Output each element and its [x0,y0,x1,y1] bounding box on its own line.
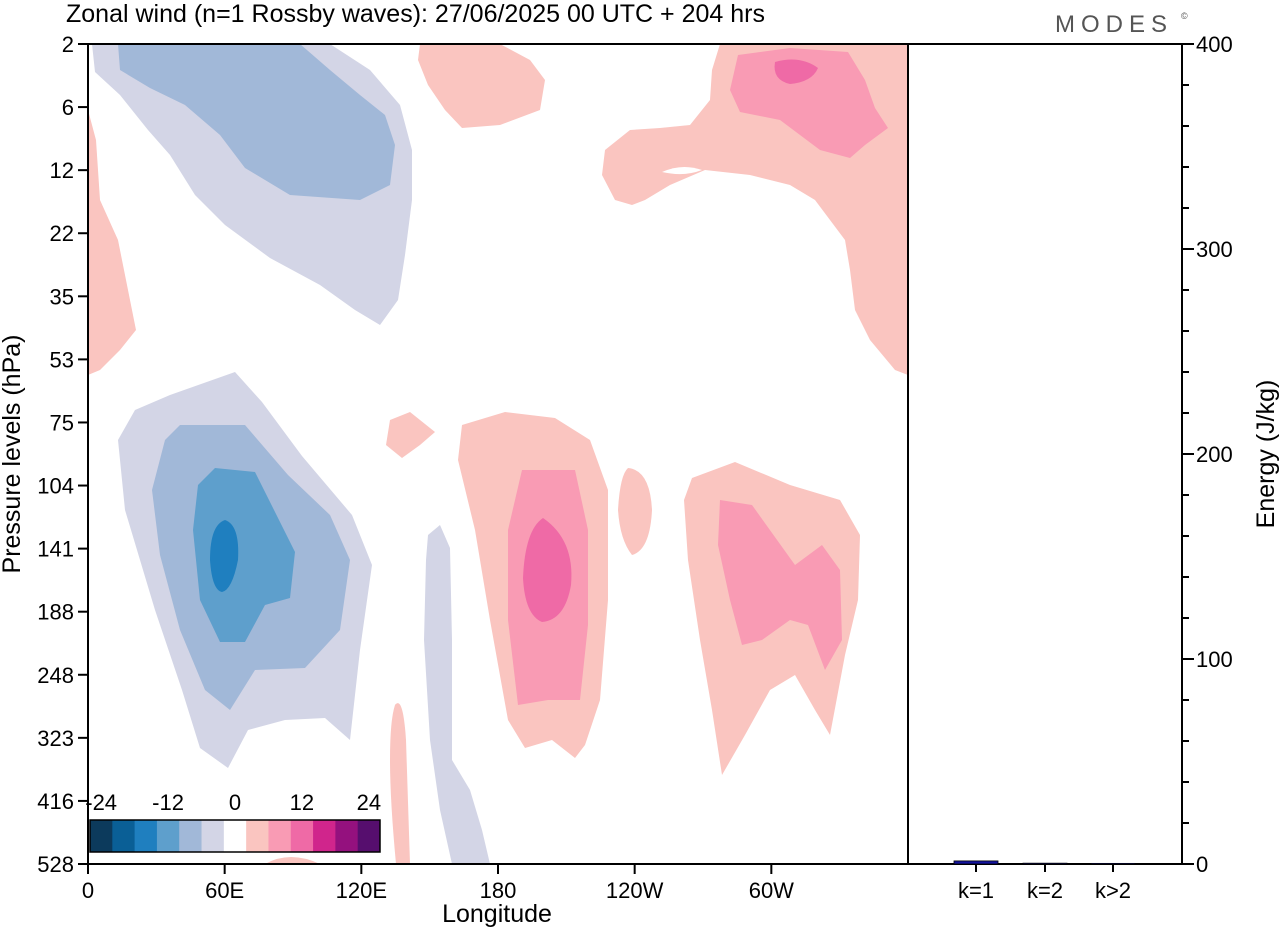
colorbar-label: 12 [290,790,314,815]
y-tick-label: 75 [50,410,74,435]
contour-pos-upper-mid [418,44,545,128]
colorbar-label: 24 [357,790,381,815]
y-tick-label: 6 [62,95,74,120]
contour-pos-left-edge [88,110,136,375]
contour-pos-filament [390,703,410,864]
brand-mark: © [1181,11,1188,21]
contour-pos-upper-2 [730,48,888,158]
contour-pos-upper-3 [774,59,818,84]
colorbar-swatch [290,820,314,852]
colorbar-swatch [268,820,292,852]
energy-tick-label: 100 [1196,647,1233,672]
x-tick-label: 120E [336,878,387,903]
y-tick-label: 416 [37,789,74,814]
colorbar-swatch [156,820,180,852]
energy-tick-label: 0 [1196,852,1208,877]
colorbar-swatch [90,820,113,852]
energy-category-label: k>2 [1095,878,1131,903]
colorbar-frame [89,819,381,853]
colorbar-swatch [179,820,203,852]
y-axis: 2 6 12 22 35 53 75 104 141 188 248 323 416 528 [37,32,88,877]
y-tick-label: 323 [37,726,74,751]
colorbar-label: 0 [229,790,241,815]
colorbar-swatch [112,820,136,852]
colorbar-swatch [246,820,269,852]
contour-pos-bottom-blob [265,857,320,864]
y-axis-label: Pressure levels (hPa) [0,335,26,574]
contour-pos-mid-3 [523,518,572,622]
colorbar-label: -12 [152,790,184,815]
y-tick-label: 53 [50,347,74,372]
x-tick-label: 180 [480,878,517,903]
energy-bars: k=1 k=2 k>2 [953,860,1136,903]
contour-field [88,44,908,864]
contour-pos-right-2 [718,500,842,670]
colorbar-swatch [313,820,336,852]
colorbar-swatch [134,820,158,852]
colorbar [89,819,381,853]
x-tick-label: 60W [749,878,794,903]
colorbar-swatch [201,820,225,852]
energy-tick-label: 300 [1196,237,1233,262]
y-tick-label: 104 [37,474,74,499]
y-tick-label: 248 [37,663,74,688]
colorbar-swatch [223,820,247,852]
chart-title: Zonal wind (n=1 Rossby waves): 27/06/202… [66,0,765,28]
x-axis: 0 60E 120E 180 120W 60W [82,864,794,903]
colorbar-swatch [357,820,381,852]
energy-category-label: k=1 [958,878,994,903]
energy-tick-label: 200 [1196,442,1233,467]
contour-neg-lower-4 [210,520,239,592]
y-tick-label: 35 [50,284,74,309]
brand-logo: MODES [1055,11,1173,38]
y-tick-label: 22 [50,221,74,246]
energy-category-label: k=2 [1027,878,1063,903]
colorbar-label: -24 [85,790,117,815]
x-tick-label: 0 [82,878,94,903]
contour-neg-filament [424,525,490,864]
energy-tick-label: 400 [1196,32,1233,57]
y-tick-label: 12 [50,158,74,183]
contour-pos-small-2 [618,468,652,555]
colorbar-labels: -24 -12 0 12 24 [85,790,381,815]
y-tick-label: 188 [37,600,74,625]
energy-axis-label: Energy (J/kg) [1252,380,1280,529]
y-tick-label: 2 [62,32,74,57]
contour-neg-lower-3 [193,468,295,642]
y-tick-label: 528 [37,852,74,877]
x-tick-label: 60E [205,878,244,903]
contour-pos-small-1 [386,412,435,458]
energy-bar [953,860,999,865]
contour-neg-upper-2 [118,44,395,200]
contour-pos-upper-hole [662,166,702,175]
x-axis-label: Longitude [442,900,552,928]
x-tick-label: 120W [606,878,664,903]
colorbar-swatch [335,820,359,852]
energy-axis: 0 100 200 300 400 [1182,32,1233,877]
energy-panel-frame [907,43,1183,865]
y-tick-label: 141 [37,537,74,562]
